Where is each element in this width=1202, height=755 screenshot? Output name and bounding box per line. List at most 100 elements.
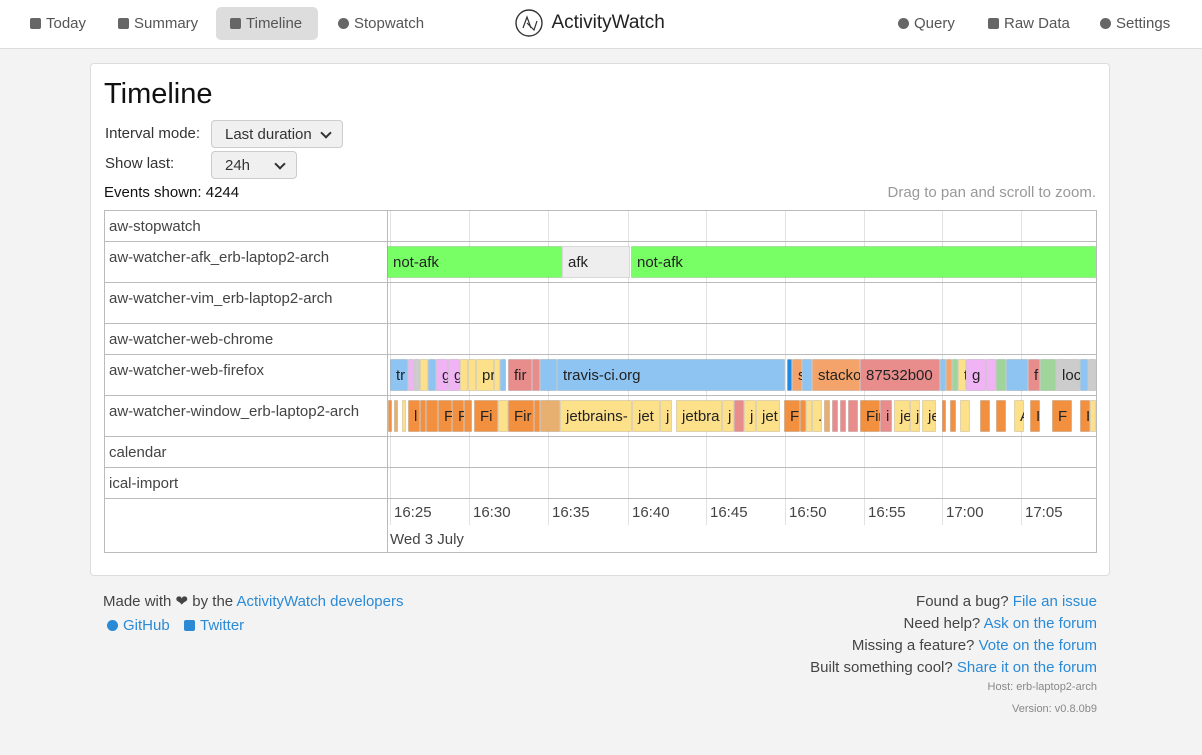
- event-bar[interactable]: [787, 359, 792, 391]
- show-last-select[interactable]: 24h: [211, 151, 297, 179]
- event-bar[interactable]: [534, 400, 540, 432]
- event-bar[interactable]: afk: [562, 246, 630, 278]
- nav-settings[interactable]: Settings: [1086, 7, 1180, 40]
- event-bar[interactable]: [960, 400, 970, 432]
- nav-stopwatch[interactable]: Stopwatch: [324, 7, 434, 40]
- event-bar[interactable]: s: [792, 359, 806, 391]
- event-bar[interactable]: F: [1052, 400, 1072, 432]
- event-bar[interactable]: [802, 359, 812, 391]
- event-bar[interactable]: [540, 400, 560, 432]
- event-bar[interactable]: F: [452, 400, 468, 432]
- help-link[interactable]: Ask on the forum: [983, 615, 1097, 632]
- event-bar[interactable]: [420, 359, 428, 391]
- event-bar[interactable]: [426, 400, 438, 432]
- event-bar[interactable]: Fir: [508, 400, 534, 432]
- event-bar[interactable]: fir: [508, 359, 532, 391]
- event-bar[interactable]: je: [922, 400, 940, 432]
- interval-select[interactable]: Last duration: [211, 120, 343, 148]
- event-bar[interactable]: [800, 400, 806, 432]
- event-bar[interactable]: [824, 400, 830, 432]
- event-bar[interactable]: [1088, 359, 1096, 391]
- event-bar[interactable]: [402, 400, 406, 432]
- event-bar[interactable]: [498, 400, 508, 432]
- event-bar[interactable]: g: [436, 359, 451, 391]
- event-bar[interactable]: [806, 400, 812, 432]
- event-bar[interactable]: [940, 359, 946, 391]
- github-link[interactable]: GitHub: [107, 617, 170, 634]
- event-bar[interactable]: [832, 400, 838, 432]
- nav-today[interactable]: Today: [16, 7, 96, 40]
- event-bar[interactable]: i: [880, 400, 892, 432]
- event-bar[interactable]: [540, 359, 557, 391]
- nav-raw-data[interactable]: Raw Data: [974, 7, 1080, 40]
- timeline[interactable]: aw-stopwatch aw-watcher-afk_erb-laptop2-a…: [104, 210, 1097, 553]
- event-bar[interactable]: not-afk: [631, 246, 1096, 278]
- event-bar[interactable]: g: [966, 359, 986, 391]
- event-bar[interactable]: l: [408, 400, 420, 432]
- event-bar[interactable]: [394, 400, 398, 432]
- event-bar[interactable]: [848, 400, 858, 432]
- event-bar[interactable]: [414, 359, 420, 391]
- help-link[interactable]: File an issue: [1012, 593, 1097, 610]
- event-bar[interactable]: [464, 400, 472, 432]
- event-bar[interactable]: l: [420, 400, 430, 432]
- nav-timeline[interactable]: Timeline: [216, 7, 318, 40]
- event-bar[interactable]: g: [448, 359, 463, 391]
- event-bar[interactable]: I: [1080, 400, 1091, 432]
- event-bar[interactable]: [1090, 400, 1096, 432]
- twitter-link[interactable]: Twitter: [184, 617, 244, 634]
- event-bar[interactable]: [460, 359, 468, 391]
- developers-link[interactable]: ActivityWatch developers: [236, 593, 404, 610]
- event-bar[interactable]: A: [1014, 400, 1031, 432]
- event-bar[interactable]: [532, 359, 540, 391]
- event-bar[interactable]: [952, 359, 958, 391]
- event-bar[interactable]: tr: [390, 359, 408, 391]
- event-bar[interactable]: [996, 400, 1006, 432]
- event-bar[interactable]: [986, 359, 996, 391]
- event-bar[interactable]: not-afk: [387, 246, 562, 278]
- event-bar[interactable]: travis-ci.org: [557, 359, 785, 391]
- nav-query[interactable]: Query: [884, 7, 965, 40]
- event-bar[interactable]: [388, 400, 392, 432]
- event-bar[interactable]: [1040, 359, 1056, 391]
- event-bar[interactable]: Fir: [860, 400, 884, 432]
- event-bar[interactable]: j: [722, 400, 734, 432]
- event-bar[interactable]: [1006, 359, 1028, 391]
- event-bar[interactable]: F: [784, 400, 800, 432]
- event-bar[interactable]: [950, 400, 956, 432]
- event-bar[interactable]: [996, 359, 1006, 391]
- nav-summary[interactable]: Summary: [104, 7, 208, 40]
- event-bar[interactable]: j: [910, 400, 920, 432]
- event-bar[interactable]: loc: [1056, 359, 1082, 391]
- event-bar[interactable]: [500, 359, 506, 391]
- event-bar[interactable]: j: [744, 400, 756, 432]
- event-bar[interactable]: pr: [476, 359, 496, 391]
- event-bar[interactable]: [942, 400, 946, 432]
- event-bar[interactable]: f: [1028, 359, 1040, 391]
- event-bar[interactable]: [946, 359, 952, 391]
- event-bar[interactable]: jet: [632, 400, 660, 432]
- event-bar[interactable]: [408, 359, 414, 391]
- event-bar[interactable]: [428, 359, 436, 391]
- help-link[interactable]: Vote on the forum: [978, 637, 1097, 654]
- event-bar[interactable]: [468, 359, 476, 391]
- event-bar[interactable]: jet: [756, 400, 780, 432]
- event-bar[interactable]: [1080, 359, 1088, 391]
- event-bar[interactable]: [840, 400, 846, 432]
- event-bar[interactable]: j: [660, 400, 672, 432]
- event-bar[interactable]: jetbrains-: [560, 400, 632, 432]
- event-bar[interactable]: [494, 359, 500, 391]
- event-bar[interactable]: F: [438, 400, 454, 432]
- event-bar[interactable]: [734, 400, 744, 432]
- event-bar[interactable]: stacko: [812, 359, 862, 391]
- event-bar[interactable]: I: [1030, 400, 1041, 432]
- event-bar[interactable]: je: [894, 400, 912, 432]
- event-bar[interactable]: Fi: [474, 400, 498, 432]
- event-bar[interactable]: 87532b00: [860, 359, 940, 391]
- event-bar[interactable]: [980, 400, 990, 432]
- brand[interactable]: ActivityWatch: [515, 9, 665, 39]
- help-link[interactable]: Share it on the forum: [956, 659, 1097, 676]
- event-bar[interactable]: jetbra: [676, 400, 722, 432]
- event-bar[interactable]: ..: [812, 400, 827, 432]
- event-bar[interactable]: t: [958, 359, 970, 391]
